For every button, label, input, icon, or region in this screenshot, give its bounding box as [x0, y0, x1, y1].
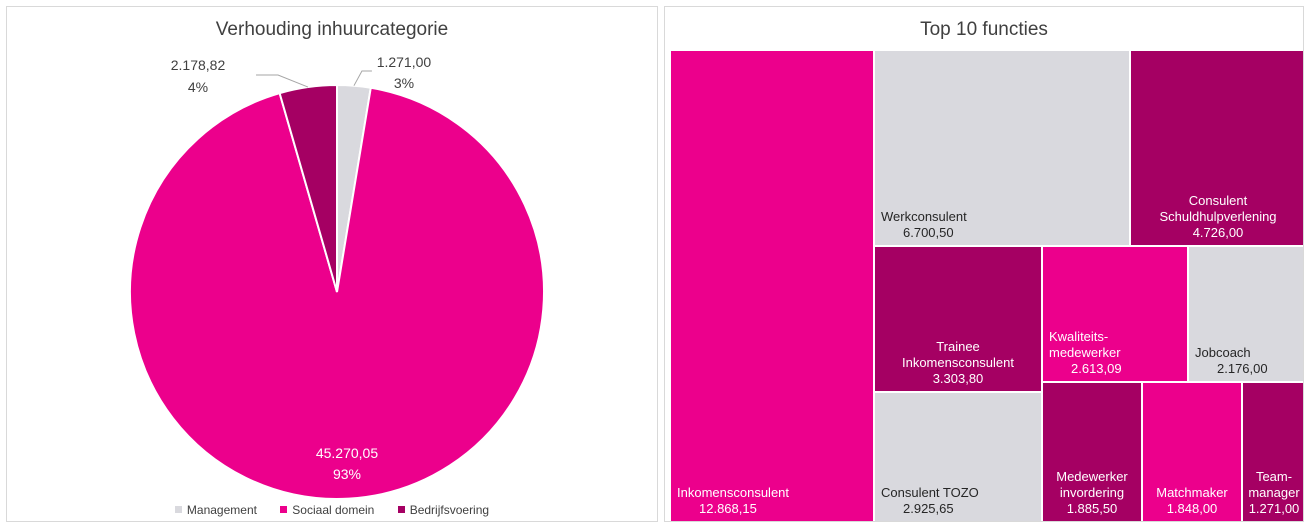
treemap-value-matchmaker: 1.848,00	[1166, 501, 1218, 516]
legend-swatch-bedrijfsvoering	[397, 506, 405, 514]
legend-swatch-management	[174, 506, 182, 514]
treemap-label-consulent-schuldhulpverlening: Consulent Schuldhulpverlening 4.726,00	[1131, 193, 1303, 241]
treemap-tile-medewerker-invordering: Medewerker invordering 1.885,50	[1043, 383, 1141, 521]
treemap-value-jobcoach: 2.176,00	[1217, 361, 1268, 376]
legend-item-bedrijfsvoering: Bedrijfsvoering	[397, 503, 490, 517]
treemap-name-kwaliteits-medewerker: Kwaliteits-medewerker	[1049, 329, 1121, 360]
legend-swatch-sociaal-domein	[280, 506, 288, 514]
treemap-label-trainee-inkomensconsulent: Trainee Inkomensconsulent 3.303,80	[875, 339, 1041, 387]
treemap-name-jobcoach: Jobcoach	[1195, 345, 1251, 360]
treemap-tile-inkomensconsulent: Inkomensconsulent 12.868,15	[671, 51, 873, 521]
data-label-sociaal-domein-percent: 93%	[333, 466, 361, 482]
treemap-value-inkomensconsulent: 12.868,15	[699, 501, 757, 516]
pie-chart: 1.271,00 3% 2.178,82 4% 45.270,05 93%	[129, 54, 545, 500]
treemap-tile-werkconsulent: Werkconsulent 6.700,50	[875, 51, 1129, 245]
treemap-tile-consulent-tozo: Consulent TOZO 2.925,65	[875, 393, 1041, 521]
pie-chart-panel: Verhouding inhuurcategorie 1.271,00 3% 2.1…	[6, 6, 658, 522]
leader-line-management	[353, 70, 372, 86]
treemap-label-medewerker-invordering: Medewerker invordering 1.885,50	[1043, 469, 1141, 517]
data-label-bedrijfsvoering-value: 2.178,82	[171, 57, 226, 73]
treemap-label-inkomensconsulent: Inkomensconsulent 12.868,15	[677, 485, 789, 517]
treemap-name-werkconsulent: Werkconsulent	[881, 209, 967, 224]
treemap-label-werkconsulent: Werkconsulent 6.700,50	[881, 209, 967, 241]
treemap-label-team-manager: Team-manager 1.271,00	[1243, 469, 1303, 517]
treemap-label-kwaliteits-medewerker: Kwaliteits-medewerker 2.613,09	[1049, 329, 1122, 377]
treemap-value-consulent-schuldhulpverlening: 4.726,00	[1192, 225, 1244, 240]
treemap-value-consulent-tozo: 2.925,65	[903, 501, 954, 516]
legend-label-management: Management	[186, 503, 257, 517]
data-label-sociaal-domein-value: 45.270,05	[316, 445, 378, 461]
treemap-value-trainee-inkomensconsulent: 3.303,80	[932, 371, 984, 386]
treemap-value-kwaliteits-medewerker: 2.613,09	[1071, 361, 1122, 376]
legend-item-management: Management	[174, 503, 257, 517]
pie-slice-sociaal-domein	[129, 86, 545, 500]
treemap-name-consulent-tozo: Consulent TOZO	[881, 485, 979, 500]
data-label-bedrijfsvoering-percent: 4%	[188, 79, 208, 95]
treemap-value-werkconsulent: 6.700,50	[903, 225, 954, 240]
legend-label-sociaal-domein: Sociaal domein	[292, 503, 375, 517]
treemap-name-team-manager: Team-manager	[1248, 469, 1300, 500]
treemap-name-matchmaker: Matchmaker	[1156, 485, 1228, 500]
data-label-management-value: 1.271,00	[377, 54, 432, 70]
treemap-name-consulent-schuldhulpverlening: Consulent Schuldhulpverlening	[1159, 193, 1277, 224]
treemap-name-trainee-inkomensconsulent: Trainee Inkomensconsulent	[901, 339, 1014, 370]
treemap-name-medewerker-invordering: Medewerker invordering	[1056, 469, 1128, 500]
pie-chart-title: Verhouding inhuurcategorie	[215, 19, 449, 40]
treemap-tile-jobcoach: Jobcoach 2.176,00	[1189, 247, 1303, 381]
treemap-tile-trainee-inkomensconsulent: Trainee Inkomensconsulent 3.303,80	[875, 247, 1041, 391]
treemap-label-matchmaker: Matchmaker 1.848,00	[1143, 485, 1241, 517]
data-label-management-percent: 3%	[394, 75, 414, 91]
legend-item-sociaal-domein: Sociaal domein	[280, 503, 374, 517]
treemap-label-jobcoach: Jobcoach 2.176,00	[1195, 345, 1268, 377]
treemap-name-inkomensconsulent: Inkomensconsulent	[677, 485, 790, 500]
treemap-tile-consulent-schuldhulpverlening: Consulent Schuldhulpverlening 4.726,00	[1131, 51, 1303, 245]
leader-line-bedrijfsvoering	[256, 74, 309, 88]
treemap-title: Top 10 functies	[920, 19, 1048, 40]
treemap-value-team-manager: 1.271,00	[1248, 501, 1300, 516]
treemap-label-consulent-tozo: Consulent TOZO 2.925,65	[881, 485, 979, 517]
pie-slice-bedrijfsvoering	[278, 83, 338, 293]
treemap-tile-team-manager: Team-manager 1.271,00	[1243, 383, 1303, 521]
treemap-tile-matchmaker: Matchmaker 1.848,00	[1143, 383, 1241, 521]
treemap-value-medewerker-invordering: 1.885,50	[1066, 501, 1118, 516]
treemap: Inkomensconsulent 12.868,15 Werkconsulent 6…	[665, 7, 1303, 521]
pie-legend: Management Sociaal domein Bedrijfsvoerin…	[7, 503, 657, 517]
treemap-panel: Top 10 functies Inkomensconsulent 12.868,…	[664, 6, 1304, 522]
treemap-tile-kwaliteits-medewerker: Kwaliteits-medewerker 2.613,09	[1043, 247, 1187, 381]
legend-label-bedrijfsvoering: Bedrijfsvoering	[409, 503, 490, 517]
